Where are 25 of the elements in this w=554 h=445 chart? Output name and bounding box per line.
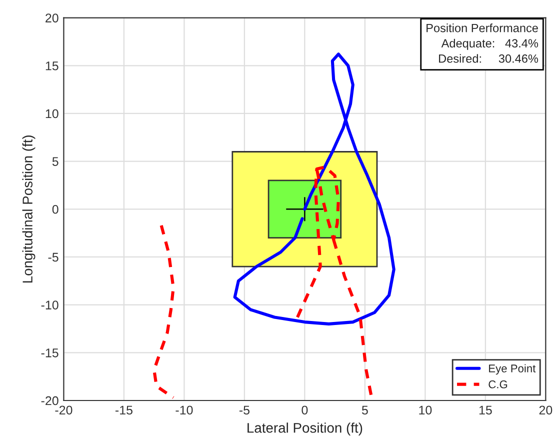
y-tick-label: -10 — [41, 300, 58, 310]
x-tick-label: -15 — [115, 406, 132, 415]
x-tick-label: 10 — [419, 406, 432, 415]
y-tick-label: 15 — [46, 62, 58, 70]
annotation: Adequate: 43.4% — [441, 38, 538, 50]
y-tick-label: 0 — [52, 204, 58, 214]
line-series — [233, 52, 396, 326]
y-tick-label: 5 — [52, 157, 58, 166]
x-tick-label: -5 — [239, 406, 250, 415]
x-tick-label: 20 — [539, 406, 552, 415]
x-tick-label: 15 — [479, 406, 492, 415]
y-tick-label: -20 — [41, 396, 58, 406]
y-tick-label: -5 — [48, 252, 58, 262]
annotation: Position Performance — [426, 24, 538, 32]
x-tick-label: 5 — [362, 406, 368, 415]
y-axis-title: Longitudinal Position (ft) — [22, 136, 36, 283]
x-tick-label: 0 — [302, 406, 308, 415]
legend-label: C.G — [488, 380, 508, 388]
y-tick-label: 20 — [46, 14, 58, 22]
y-tick-label: 10 — [46, 109, 58, 118]
legend-label: Eye Point — [489, 364, 536, 375]
x-axis-title: Lateral Position (ft) — [248, 422, 362, 436]
y-tick-label: -15 — [41, 348, 58, 358]
annotation: Desired: 30.46% — [439, 54, 538, 63]
x-tick-label: -10 — [176, 406, 193, 415]
